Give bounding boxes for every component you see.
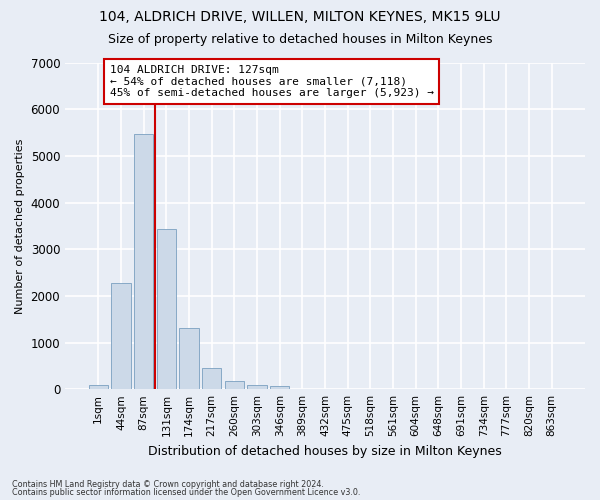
- Bar: [202, 368, 221, 389]
- Bar: [247, 384, 266, 389]
- Text: Contains HM Land Registry data © Crown copyright and database right 2024.: Contains HM Land Registry data © Crown c…: [12, 480, 324, 489]
- Bar: [134, 134, 153, 389]
- X-axis label: Distribution of detached houses by size in Milton Keynes: Distribution of detached houses by size …: [148, 444, 502, 458]
- Bar: [112, 283, 131, 389]
- Bar: [270, 386, 289, 389]
- Bar: [225, 381, 244, 389]
- Text: Contains public sector information licensed under the Open Government Licence v3: Contains public sector information licen…: [12, 488, 361, 497]
- Y-axis label: Number of detached properties: Number of detached properties: [15, 138, 25, 314]
- Bar: [89, 386, 108, 389]
- Bar: [179, 328, 199, 389]
- Text: 104 ALDRICH DRIVE: 127sqm
← 54% of detached houses are smaller (7,118)
45% of se: 104 ALDRICH DRIVE: 127sqm ← 54% of detac…: [110, 65, 434, 98]
- Text: Size of property relative to detached houses in Milton Keynes: Size of property relative to detached ho…: [108, 32, 492, 46]
- Bar: [157, 229, 176, 389]
- Text: 104, ALDRICH DRIVE, WILLEN, MILTON KEYNES, MK15 9LU: 104, ALDRICH DRIVE, WILLEN, MILTON KEYNE…: [99, 10, 501, 24]
